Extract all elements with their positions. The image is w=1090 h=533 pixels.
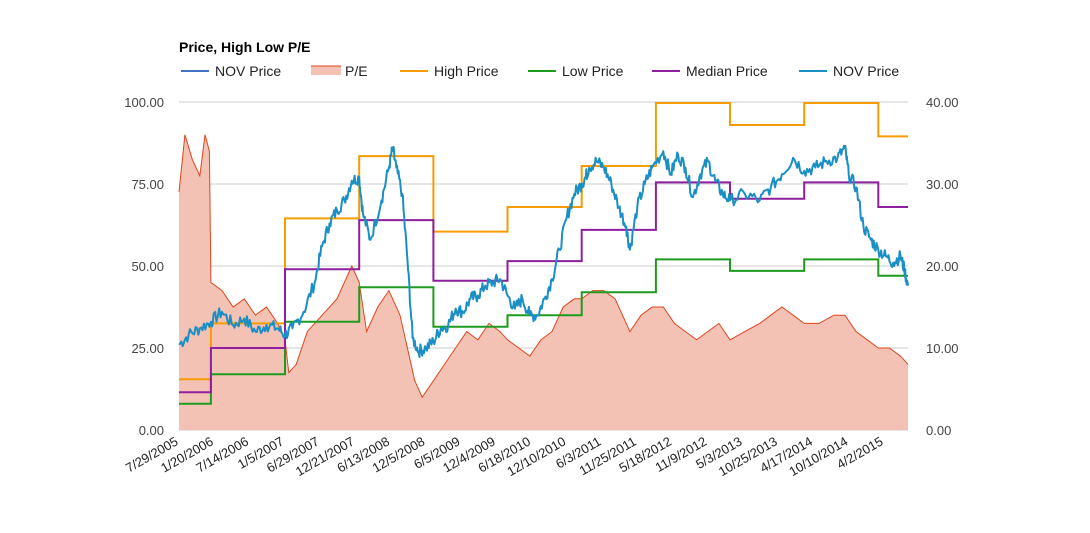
y-left-tick-label: 0.00: [139, 423, 164, 438]
legend-label: NOV Price: [215, 63, 281, 79]
pe-area: [179, 134, 908, 431]
nov-price-series: [178, 144, 909, 359]
legend-item[interactable]: NOV Price: [181, 63, 281, 79]
nov-price-line: [178, 144, 909, 359]
y-left-tick-label: 50.00: [131, 259, 164, 274]
y-right-tick-label: 20.00: [926, 259, 959, 274]
y-right-tick-label: 30.00: [926, 177, 959, 192]
legend-label: P/E: [345, 63, 368, 79]
y-left-tick-label: 75.00: [131, 177, 164, 192]
legend-label: High Price: [434, 63, 499, 79]
axes: 0.00 25.00 50.00 75.00 100.00 0.00 10.00 20.00 3…: [123, 95, 959, 479]
legend-item[interactable]: High Price: [400, 63, 499, 79]
pe-series: [178, 134, 909, 431]
y-right-tick-label: 10.00: [926, 341, 959, 356]
legend-label: Median Price: [686, 63, 768, 79]
legend-label: Low Price: [562, 63, 624, 79]
legend-item[interactable]: Median Price: [652, 63, 768, 79]
y-left-tick-label: 100.00: [124, 95, 164, 110]
legend-item[interactable]: P/E: [311, 63, 368, 79]
y-right-tick-label: 0.00: [926, 423, 951, 438]
legend-item[interactable]: Low Price: [528, 63, 624, 79]
y-right-tick-label: 40.00: [926, 95, 959, 110]
median-price-line: [179, 181, 908, 394]
y-left-tick-label: 25.00: [131, 341, 164, 356]
pe-line: [178, 134, 909, 399]
legend-swatch: [311, 66, 341, 75]
legend-item[interactable]: NOV Price: [799, 63, 899, 79]
chart-title: Price, High Low P/E: [179, 39, 310, 55]
legend[interactable]: NOV Price P/E High Price Low Price Median Pr…: [181, 63, 899, 79]
step-series: [179, 102, 908, 405]
legend-label: NOV Price: [833, 63, 899, 79]
